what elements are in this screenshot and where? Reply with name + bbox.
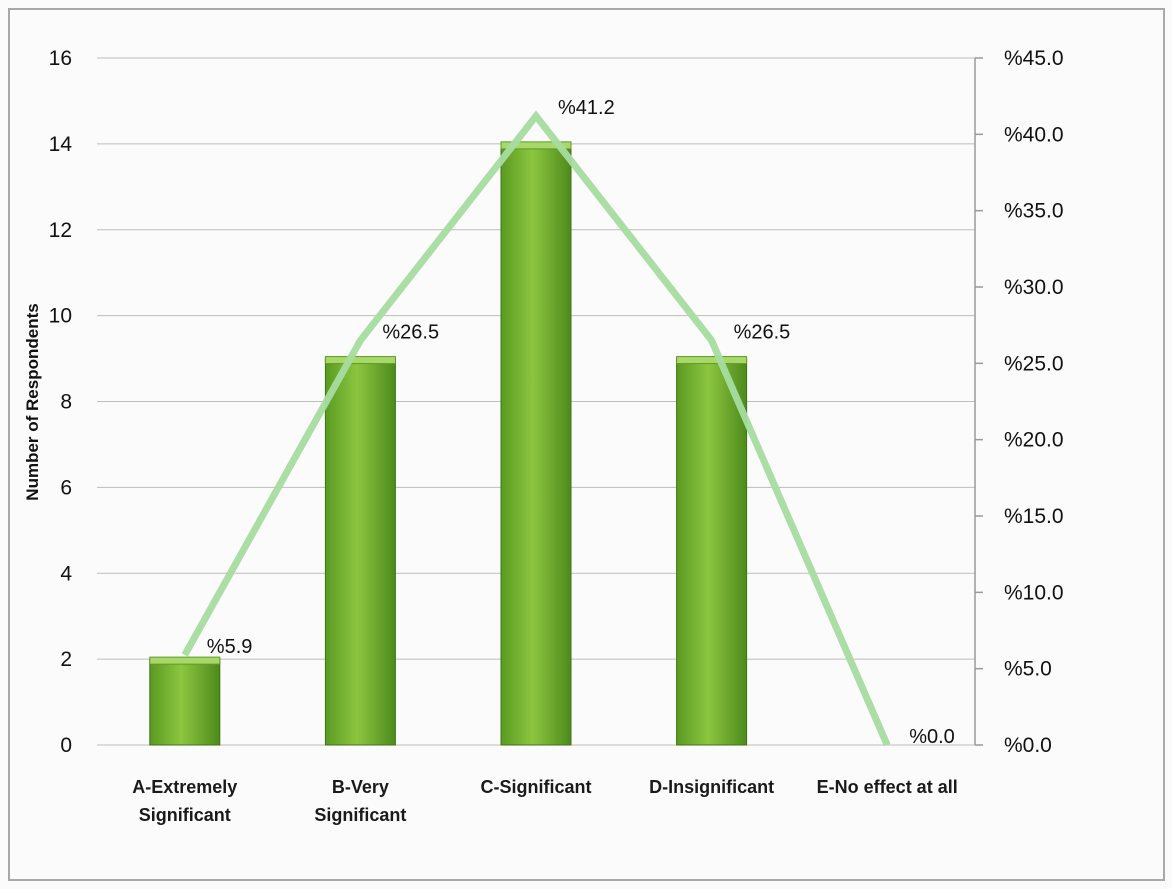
label-layer: 0 2 4 6 8 10 12 14 16 %0.0 %5.0 %10.0 %15.0 %20.0 %25.… xyxy=(49,47,1064,825)
y2-tick-label: %5.0 xyxy=(1004,658,1052,681)
data-label: %0.0 xyxy=(909,726,955,748)
bar xyxy=(149,658,221,746)
x-tick-label: C-Significant xyxy=(481,777,592,797)
y-tick-label: 2 xyxy=(60,648,72,671)
bar xyxy=(676,358,748,746)
bar-top xyxy=(676,356,748,365)
data-label: %41.2 xyxy=(558,97,615,119)
chart-border xyxy=(8,8,1165,881)
y2-tick-label: %0.0 xyxy=(1004,734,1052,757)
y-tick-label: 10 xyxy=(49,305,72,328)
data-label: %26.5 xyxy=(382,321,439,343)
data-label: %5.9 xyxy=(207,636,253,658)
y-tick-label: 12 xyxy=(49,219,72,242)
y2-tick-label: %20.0 xyxy=(1004,429,1064,452)
y2-tick-label: %35.0 xyxy=(1004,200,1064,223)
y2-tick-label: %10.0 xyxy=(1004,581,1064,604)
y-tick-label: 14 xyxy=(49,133,73,156)
line-layer xyxy=(181,110,891,747)
x-tick-label: A-Extremely xyxy=(132,777,237,797)
x-tick-label: Significant xyxy=(139,805,231,825)
x-tick-label: Significant xyxy=(314,805,406,825)
y2-tick-label: %25.0 xyxy=(1004,352,1064,375)
y-tick-label: 4 xyxy=(60,562,72,585)
bar xyxy=(500,143,572,746)
data-label: %26.5 xyxy=(734,321,791,343)
bar-top xyxy=(149,656,221,665)
bar xyxy=(324,358,396,746)
y2-tick-label: %45.0 xyxy=(1004,47,1064,70)
y-axis-title: Number of Respondents xyxy=(23,303,42,500)
y-tick-label: 0 xyxy=(60,734,72,757)
y-tick-label: 6 xyxy=(60,476,72,499)
percentage-line xyxy=(181,110,891,747)
y2-tick-label: %15.0 xyxy=(1004,505,1064,528)
bar-top xyxy=(500,141,572,150)
y2-tick-label: %30.0 xyxy=(1004,276,1064,299)
y-tick-label: 8 xyxy=(60,391,72,414)
y-tick-label: 16 xyxy=(49,47,72,70)
y2-tick-label: %40.0 xyxy=(1004,123,1064,146)
bar-layer xyxy=(149,141,748,746)
x-tick-label: B-Very xyxy=(332,777,389,797)
x-tick-label: E-No effect at all xyxy=(817,777,958,797)
bar-top xyxy=(324,356,396,365)
x-tick-label: D-Insignificant xyxy=(649,777,774,797)
